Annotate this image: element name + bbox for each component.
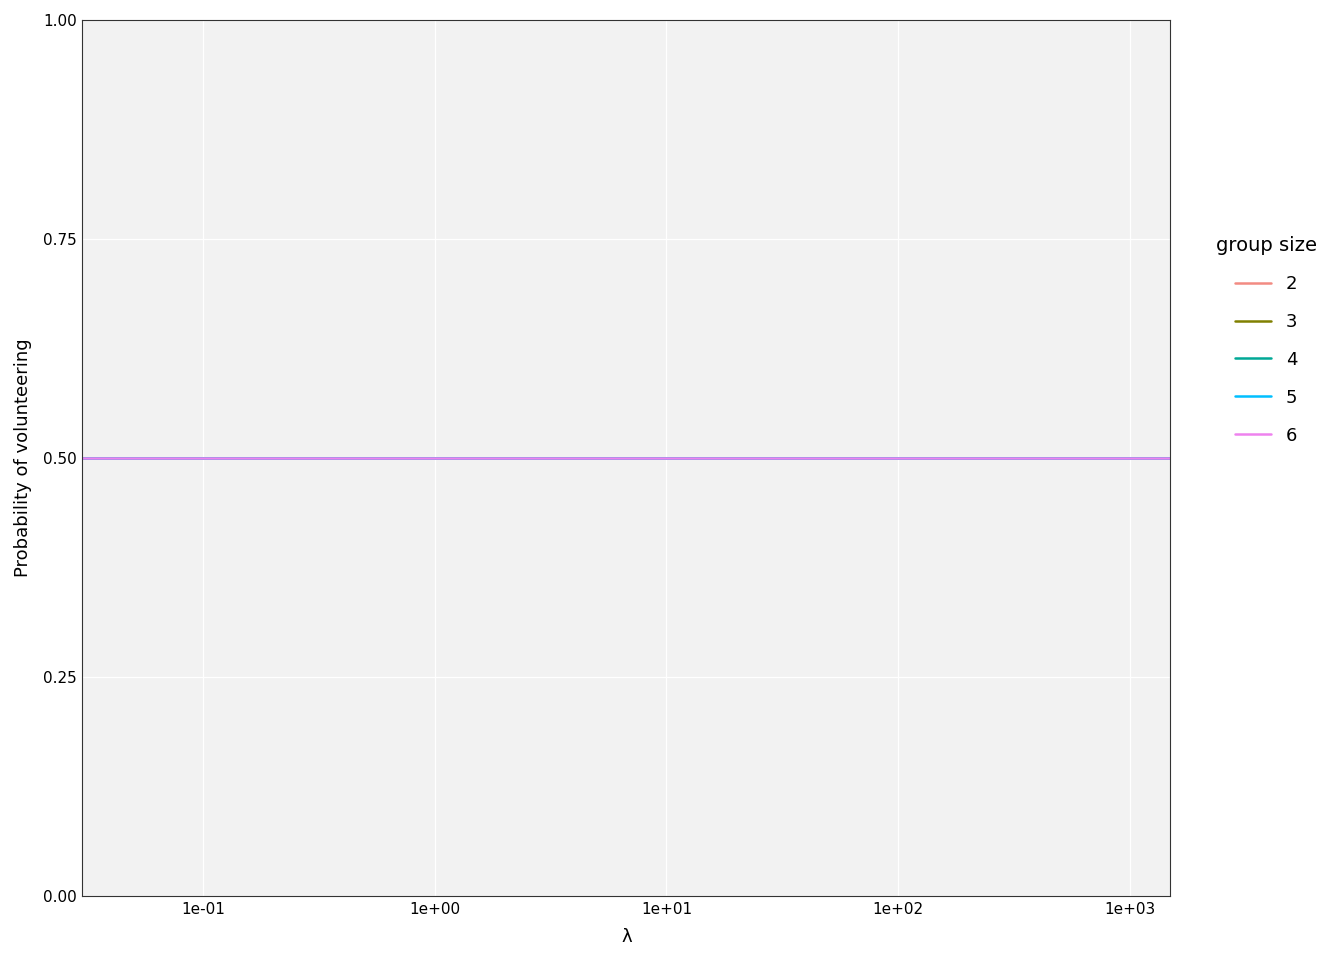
3: [894, 452, 910, 464]
5: [1163, 452, 1179, 464]
2: [267, 452, 284, 464]
6: [1163, 452, 1179, 464]
4: [1163, 452, 1179, 464]
4: [801, 452, 817, 464]
6: [567, 452, 583, 464]
4: [567, 452, 583, 464]
4: [267, 452, 284, 464]
4: [74, 452, 90, 464]
2: [353, 452, 370, 464]
6: [715, 452, 731, 464]
5: [715, 452, 731, 464]
6: [267, 452, 284, 464]
2: [801, 452, 817, 464]
2: [1163, 452, 1179, 464]
6: [74, 452, 90, 464]
5: [74, 452, 90, 464]
3: [567, 452, 583, 464]
5: [353, 452, 370, 464]
Legend: 2, 3, 4, 5, 6: 2, 3, 4, 5, 6: [1202, 222, 1331, 459]
Y-axis label: Probability of volunteering: Probability of volunteering: [13, 339, 32, 578]
3: [715, 452, 731, 464]
3: [353, 452, 370, 464]
5: [567, 452, 583, 464]
3: [74, 452, 90, 464]
3: [1163, 452, 1179, 464]
2: [567, 452, 583, 464]
3: [801, 452, 817, 464]
6: [894, 452, 910, 464]
2: [74, 452, 90, 464]
4: [353, 452, 370, 464]
2: [894, 452, 910, 464]
3: [267, 452, 284, 464]
5: [267, 452, 284, 464]
4: [894, 452, 910, 464]
5: [894, 452, 910, 464]
2: [715, 452, 731, 464]
X-axis label: λ: λ: [621, 928, 632, 947]
6: [353, 452, 370, 464]
6: [801, 452, 817, 464]
4: [715, 452, 731, 464]
5: [801, 452, 817, 464]
